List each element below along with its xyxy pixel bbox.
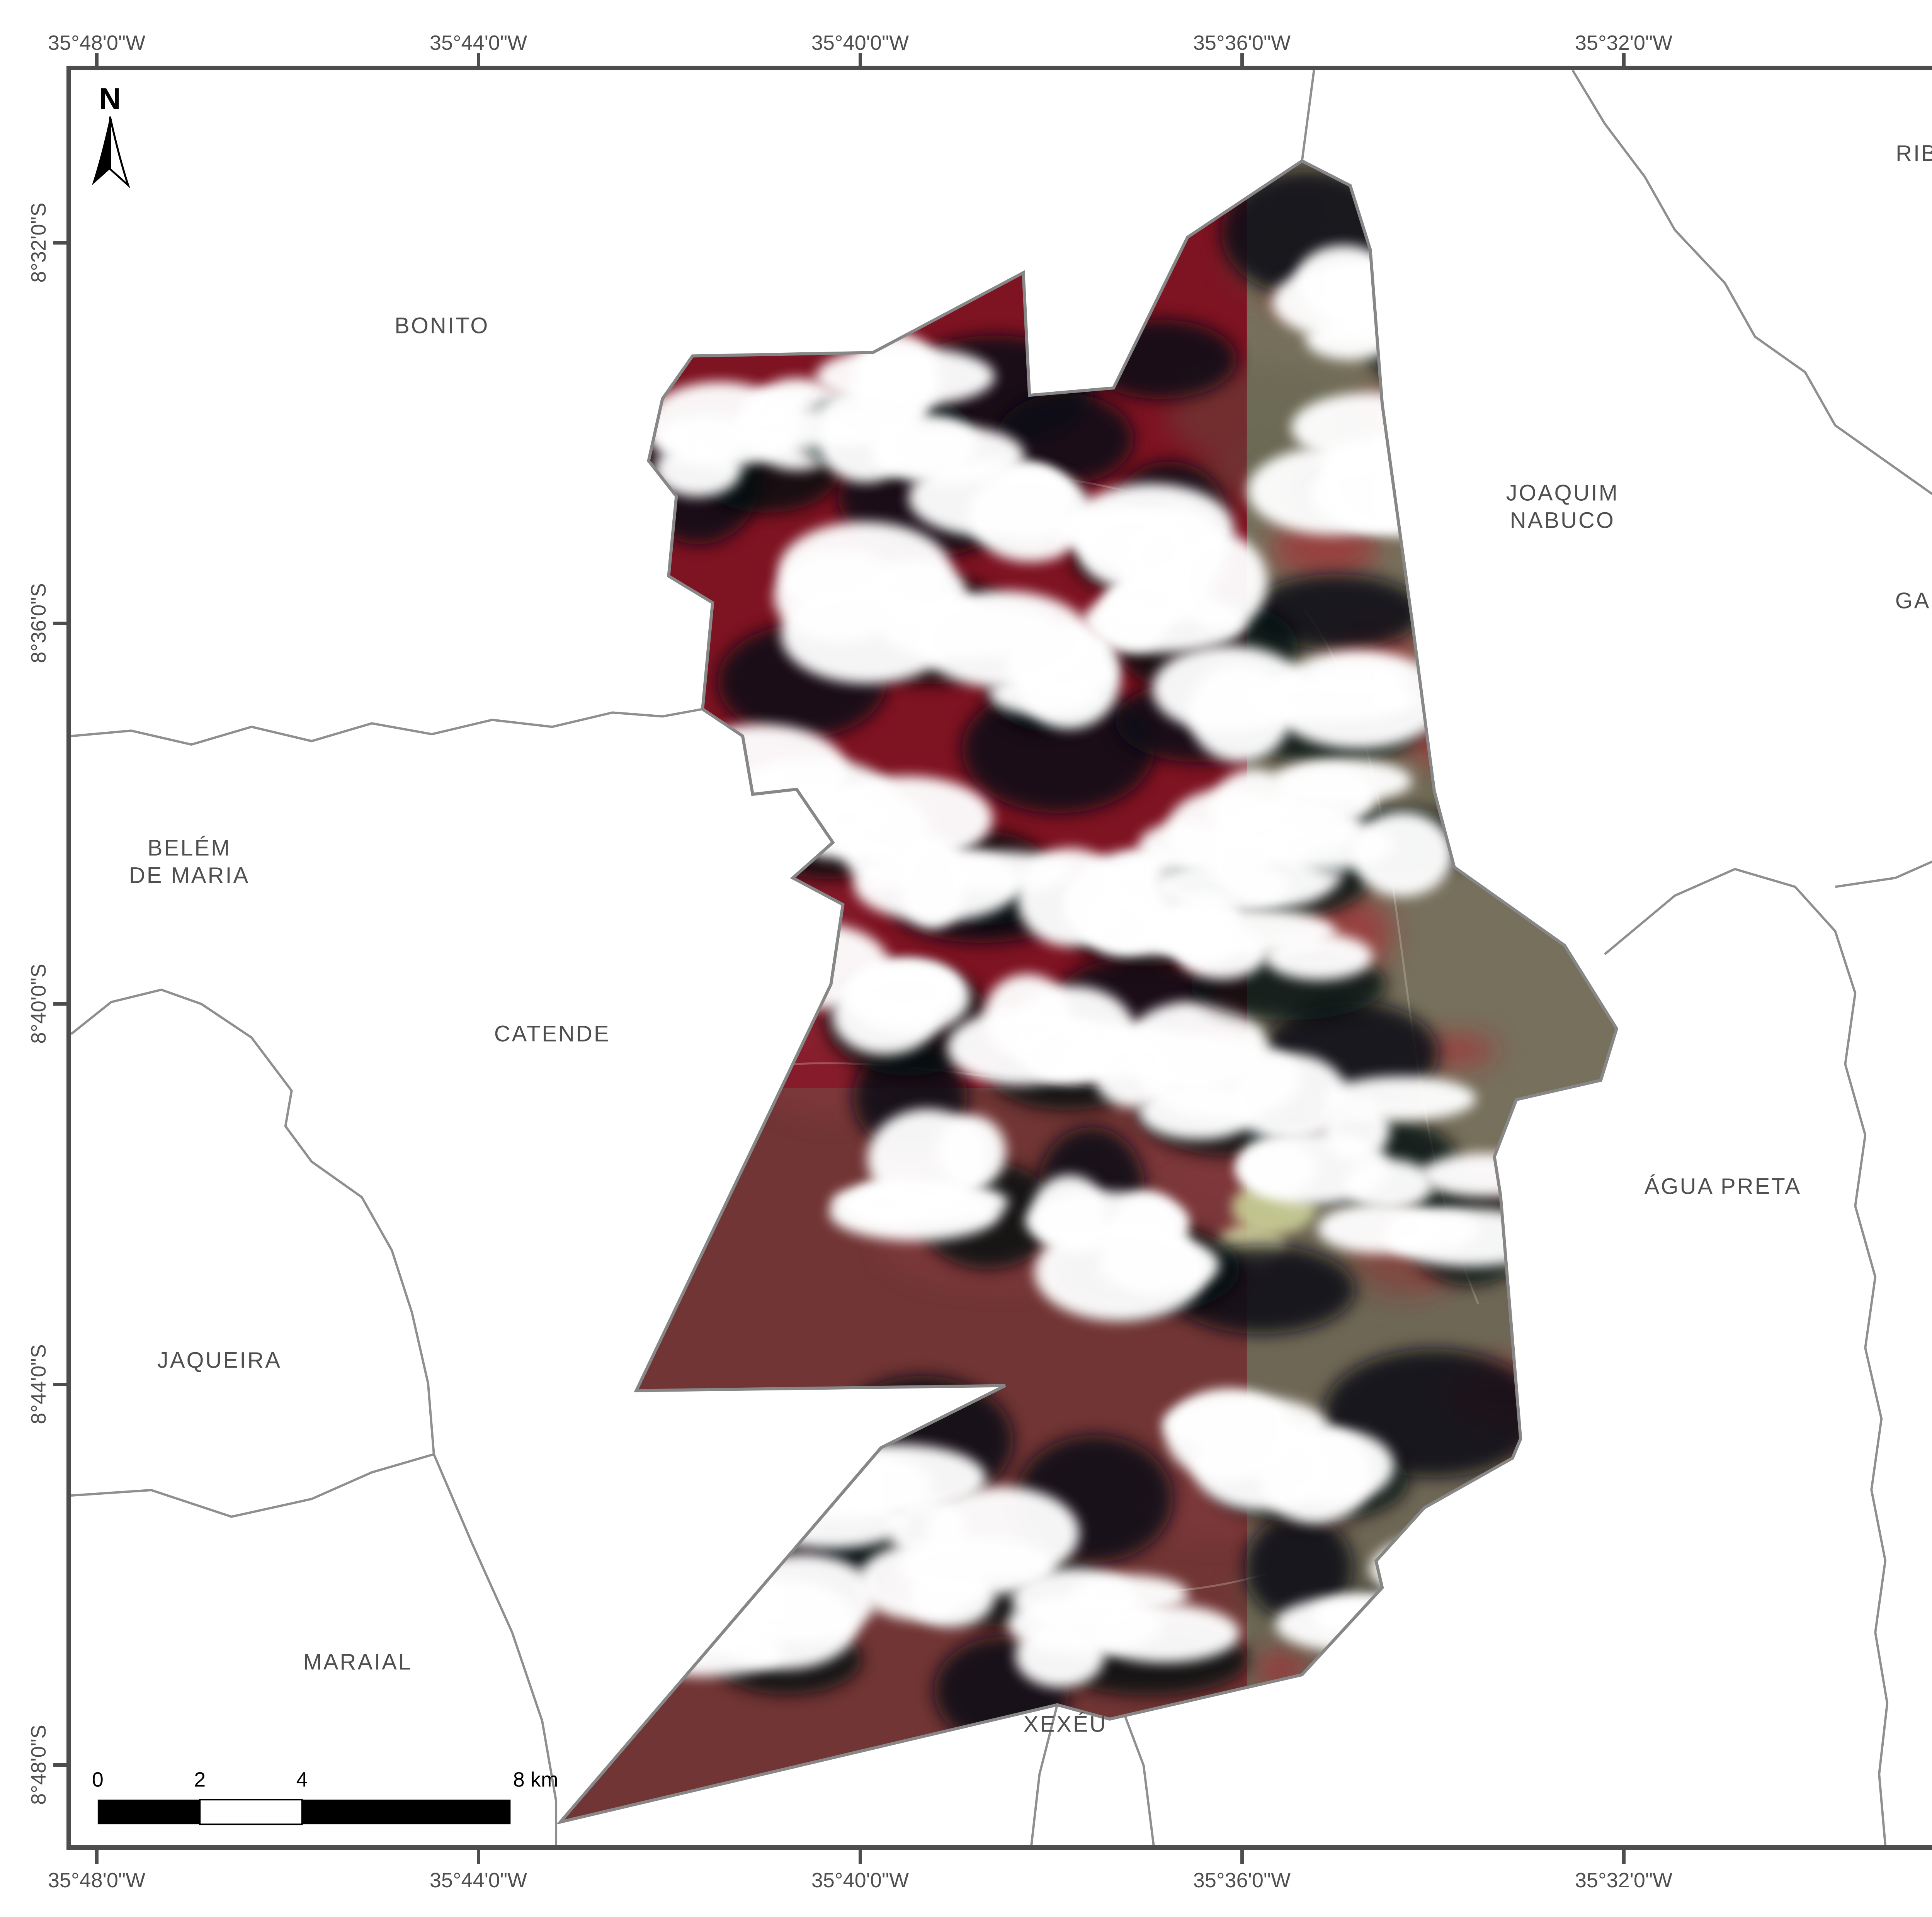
boundary-line xyxy=(71,988,558,1845)
lon-tick-label-top: 35°44'0"W xyxy=(429,31,527,54)
lat-tick-label: 8°48'0"S xyxy=(27,1725,50,1805)
neighbor-label: BONITO xyxy=(395,313,490,338)
neighbor-boundaries xyxy=(71,70,1932,1845)
scale-label: 8 km xyxy=(513,1768,558,1791)
lat-tick-label: 8°40'0"S xyxy=(27,964,50,1044)
lat-tick-label: 8°44'0"S xyxy=(27,1344,50,1424)
municipality-boundary xyxy=(556,159,1619,1825)
map-labels-layer: BONITO RIBEIRÃO JOAQUIM NABUCO GAMELEIRA BEL… xyxy=(71,70,1932,1845)
lon-tick-label-bottom: 35°48'0"W xyxy=(48,1869,146,1892)
neighbor-label: JAQUEIRA xyxy=(157,1348,282,1373)
neighbor-label: MARAIAL xyxy=(303,1649,413,1675)
neighbor-label: GAMELEIRA xyxy=(1895,588,1932,614)
neighbor-label: RIBEIRÃO xyxy=(1896,141,1932,166)
lon-tick-bottom xyxy=(477,1850,480,1864)
boundary-line xyxy=(71,708,703,746)
lon-tick-top xyxy=(477,53,480,66)
boundary-line xyxy=(1835,860,1932,888)
neighbor-label: CATENDE xyxy=(494,1021,611,1047)
neighbor-label: ÁGUA PRETA xyxy=(1644,1174,1802,1199)
lon-tick-top xyxy=(95,53,99,66)
lon-tick-label-top: 35°40'0"W xyxy=(811,31,909,54)
lon-tick-bottom xyxy=(1240,1850,1244,1864)
lat-tick-label: 8°36'0"S xyxy=(27,583,50,663)
boundary-line xyxy=(1571,70,1932,496)
lon-tick-bottom xyxy=(95,1850,99,1864)
lon-tick-top xyxy=(1240,53,1244,66)
neighbor-label: JOAQUIM NABUCO xyxy=(1506,480,1619,533)
boundary-line xyxy=(1301,70,1315,161)
lon-tick-label-top: 35°32'0"W xyxy=(1575,31,1673,54)
lon-tick-label-bottom: 35°36'0"W xyxy=(1193,1869,1291,1892)
lon-tick-label-bottom: 35°40'0"W xyxy=(811,1869,909,1892)
boundary-line xyxy=(1030,1705,1058,1845)
boundary-line xyxy=(71,1453,434,1518)
boundary-line xyxy=(1122,1711,1155,1845)
lon-tick-bottom xyxy=(859,1850,862,1864)
lat-tick-left xyxy=(53,1383,67,1386)
lat-tick-left xyxy=(53,622,67,625)
scale-label: 0 xyxy=(92,1768,104,1791)
lon-tick-top xyxy=(1622,53,1626,66)
lon-tick-label-bottom: 35°32'0"W xyxy=(1575,1869,1673,1892)
lat-tick-left xyxy=(53,1002,67,1006)
lat-tick-label: 8°32'0"S xyxy=(27,202,50,283)
lon-tick-bottom xyxy=(1622,1850,1626,1864)
north-label: N xyxy=(99,82,121,116)
map-canvas: N 0 2 4 8 km xyxy=(71,70,1932,1845)
neighbor-label: XEXÉU xyxy=(1023,1711,1107,1737)
neighbor-label: BELÉM DE MARIA xyxy=(129,835,250,888)
scale-label: 4 xyxy=(296,1768,308,1791)
lon-tick-label-bottom: 35°44'0"W xyxy=(429,1869,527,1892)
lon-tick-top xyxy=(859,53,862,66)
lat-tick-left xyxy=(53,1763,67,1767)
lat-tick-left xyxy=(53,241,67,245)
lon-tick-label-top: 35°36'0"W xyxy=(1193,31,1291,54)
boundary-line xyxy=(1604,868,1889,1845)
map-frame: N 0 2 4 8 km BONITO RIBEIRÃO JOAQUIM NABUCO GA… xyxy=(66,66,1932,1850)
lon-tick-label-top: 35°48'0"W xyxy=(48,31,146,54)
scale-label: 2 xyxy=(194,1768,206,1791)
scale-bar: 0 2 4 8 km xyxy=(92,1768,558,1825)
north-arrow-icon: N xyxy=(92,82,130,189)
